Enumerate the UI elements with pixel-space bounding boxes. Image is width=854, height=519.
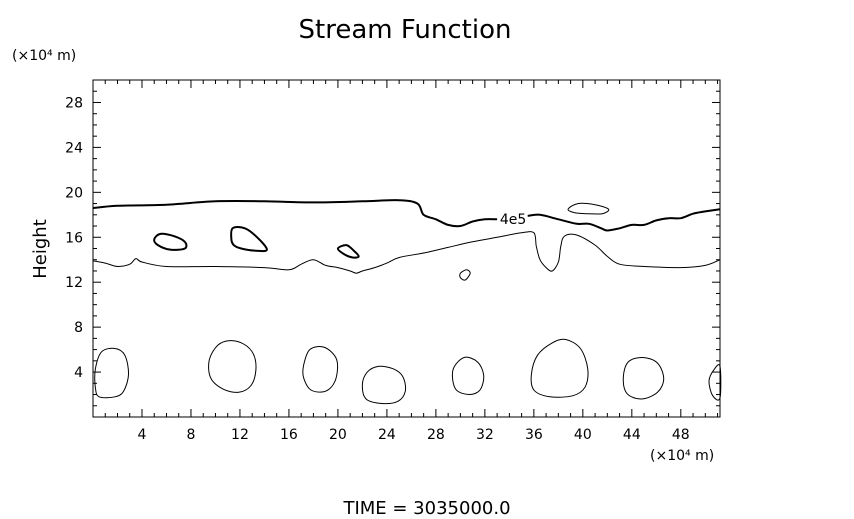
y-tick-label: 24	[65, 140, 83, 156]
y-axis-unit: (×10⁴ m)	[12, 48, 76, 64]
x-tick-label: 8	[187, 427, 196, 443]
contour-bubble-3	[302, 346, 339, 393]
y-axis-label: Height	[30, 219, 51, 279]
y-tick-label: 8	[74, 320, 83, 336]
y-tick-label: 4	[74, 365, 83, 381]
contour-bubble-1	[94, 347, 130, 399]
contour-bubble-2	[208, 340, 257, 393]
y-tick-label: 28	[65, 95, 83, 111]
plot-frame	[92, 79, 721, 418]
contour-bubble-4	[361, 365, 407, 405]
x-tick-label: 4	[138, 427, 147, 443]
x-tick-label: 36	[525, 427, 543, 443]
x-tick-label: 12	[231, 427, 249, 443]
x-axis-unit: (×10⁴ m)	[650, 448, 714, 464]
x-tick-label: 16	[280, 427, 298, 443]
contour-label: 4e5	[500, 212, 526, 228]
x-tick-label: 48	[672, 427, 690, 443]
contour-cell-x20	[336, 244, 360, 259]
contour-bubble-5	[451, 356, 485, 396]
y-tick-label: 12	[65, 275, 83, 291]
x-tick-label: 44	[623, 427, 641, 443]
contour-cell-x40	[567, 202, 610, 215]
x-tick-label: 40	[574, 427, 592, 443]
contour-upper-right	[527, 208, 721, 232]
chart-title: Stream Function	[299, 15, 512, 45]
contour-cell-x6	[153, 232, 188, 251]
time-footer: TIME = 3035000.0	[342, 498, 510, 519]
x-tick-label: 24	[378, 427, 396, 443]
x-tick-label: 32	[476, 427, 494, 443]
contour-lower	[92, 231, 721, 274]
y-tick-label: 20	[65, 185, 83, 201]
x-tick-label: 28	[427, 427, 445, 443]
contour-dot-x30	[459, 269, 471, 281]
contour-upper	[92, 199, 498, 228]
contour-bubble-7	[622, 356, 665, 400]
contour-cell-x12	[230, 226, 268, 253]
x-tick-label: 20	[329, 427, 347, 443]
y-tick-label: 16	[65, 230, 83, 246]
contour-lines	[92, 199, 722, 405]
contour-bubble-6	[530, 338, 589, 398]
